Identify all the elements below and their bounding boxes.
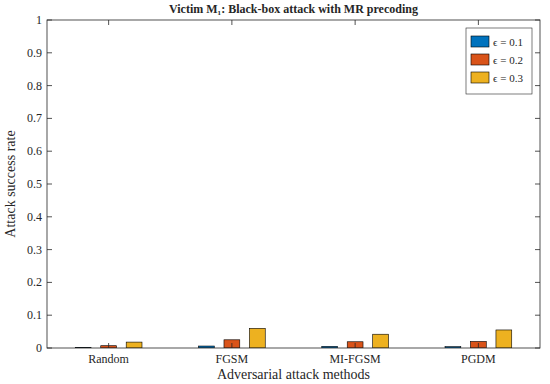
y-tick <box>47 20 52 21</box>
bar <box>249 328 265 348</box>
x-tick <box>108 343 109 348</box>
y-tick-label: 0.9 <box>27 46 42 60</box>
x-tick <box>355 20 356 25</box>
y-tick-label: 1 <box>36 13 42 27</box>
y-tick <box>535 85 540 86</box>
x-tick <box>478 20 479 25</box>
y-tick <box>47 249 52 250</box>
x-tick <box>231 343 232 348</box>
x-tick-label: MI-FGSM <box>329 352 381 366</box>
x-tick <box>355 343 356 348</box>
bar <box>496 330 512 348</box>
legend-box <box>466 28 532 94</box>
y-tick-label: 0.2 <box>27 275 42 289</box>
plot-background <box>47 20 540 348</box>
y-tick <box>47 348 52 349</box>
y-tick <box>535 118 540 119</box>
legend-label: ϵ = 0.2 <box>493 54 523 66</box>
y-tick <box>47 315 52 316</box>
legend-swatch <box>471 54 489 65</box>
y-tick <box>47 151 52 152</box>
x-tick <box>478 343 479 348</box>
y-tick <box>535 184 540 185</box>
y-tick <box>47 282 52 283</box>
y-tick <box>535 151 540 152</box>
bar <box>347 342 363 348</box>
y-tick-label: 0.1 <box>27 308 42 322</box>
y-tick <box>535 20 540 21</box>
y-tick-label: 0 <box>36 341 42 355</box>
y-tick <box>47 52 52 53</box>
y-tick-label: 0.5 <box>27 177 42 191</box>
x-tick <box>231 20 232 25</box>
y-tick <box>535 282 540 283</box>
y-tick <box>535 216 540 217</box>
x-axis-label: Adversarial attack methods <box>217 367 370 382</box>
x-tick-label: PGDM <box>461 352 496 366</box>
chart-svg: 0 0.1 0.2 0.3 0.4 0.5 0.6 0.7 0.8 0.9 1 Random FGSM M… <box>0 0 550 384</box>
chart-container: 0 0.1 0.2 0.3 0.4 0.5 0.6 0.7 0.8 0.9 1 Random FGSM M… <box>0 0 550 384</box>
legend-swatch <box>471 72 489 83</box>
y-axis-label: Attack success rate <box>3 130 18 237</box>
y-tick-label: 0.4 <box>27 210 42 224</box>
y-tick-label: 0.7 <box>27 111 42 125</box>
y-tick <box>47 184 52 185</box>
y-tick-label: 0.8 <box>27 79 42 93</box>
y-tick <box>535 348 540 349</box>
bar <box>373 334 389 348</box>
legend-label: ϵ = 0.1 <box>493 36 523 48</box>
bar <box>126 342 142 348</box>
y-tick <box>47 85 52 86</box>
y-tick <box>47 216 52 217</box>
legend: ϵ = 0.1 ϵ = 0.2 ϵ = 0.3 <box>466 28 532 94</box>
y-tick <box>535 315 540 316</box>
legend-label: ϵ = 0.3 <box>493 72 523 84</box>
plot-frame <box>47 20 540 348</box>
y-tick-label: 0.3 <box>27 243 42 257</box>
x-tick <box>108 20 109 25</box>
y-tick <box>535 249 540 250</box>
y-tick <box>535 52 540 53</box>
y-tick-label: 0.6 <box>27 144 42 158</box>
title: Victim M₁: Black-box attack with MR prec… <box>169 2 418 16</box>
legend-swatch <box>471 36 489 47</box>
bars <box>75 328 511 348</box>
x-tick-label: Random <box>88 352 129 366</box>
x-tick-label: FGSM <box>216 352 249 366</box>
y-tick <box>47 118 52 119</box>
bar <box>224 340 240 348</box>
bar <box>470 341 486 348</box>
